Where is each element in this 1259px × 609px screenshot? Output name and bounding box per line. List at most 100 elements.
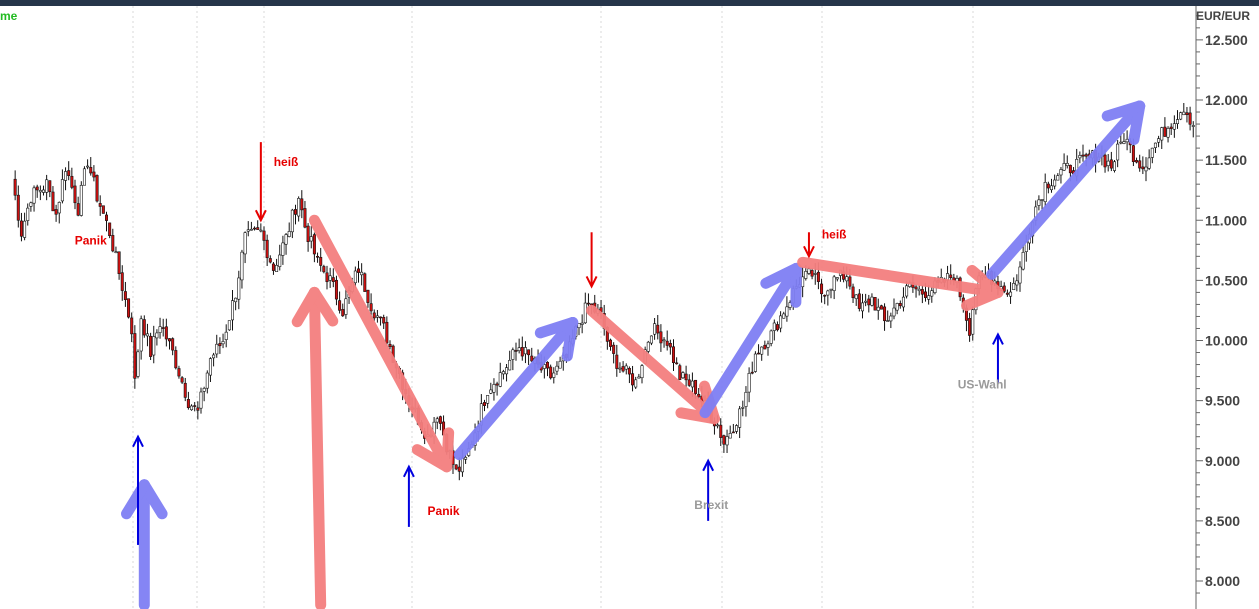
- candle-body: [804, 271, 808, 279]
- candle-body: [1078, 155, 1082, 159]
- trend-arrow-head: [441, 427, 455, 473]
- candle-body: [864, 300, 868, 303]
- trend-arrow: [121, 479, 168, 609]
- candle-body: [275, 264, 279, 272]
- candle-body: [662, 339, 666, 342]
- candle-body: [687, 379, 691, 386]
- candle-body: [760, 346, 764, 355]
- annotation-label: Brexit: [694, 498, 728, 512]
- candle-body: [1153, 142, 1157, 148]
- candle-body: [1188, 112, 1192, 125]
- candle-body: [64, 171, 68, 181]
- candle-body: [801, 276, 805, 288]
- candle-body: [1018, 266, 1022, 284]
- candle-body: [1050, 185, 1054, 191]
- candle-body: [105, 214, 109, 221]
- candle-body: [901, 296, 905, 308]
- y-tick-label: 10.500: [1205, 272, 1248, 288]
- candle-body: [193, 405, 197, 407]
- candle-body: [375, 315, 379, 318]
- candle-body: [530, 355, 534, 362]
- signal-arrow-head: [992, 332, 1004, 345]
- candle-body: [177, 368, 181, 377]
- annotation-label: Panik: [75, 233, 107, 247]
- candle-body: [883, 306, 887, 322]
- candle-body: [57, 202, 61, 214]
- candle-body: [168, 338, 172, 342]
- candle-body: [98, 203, 102, 207]
- candle-body: [1062, 163, 1066, 171]
- candle-body: [1059, 169, 1063, 176]
- trend-arrow: [986, 100, 1146, 280]
- candle-body: [202, 388, 206, 392]
- candle-body: [1021, 252, 1025, 270]
- candle-body: [353, 270, 357, 284]
- candle-body: [820, 283, 824, 295]
- candle-body: [1131, 145, 1135, 163]
- signal-arrow-head: [254, 209, 267, 223]
- candle-body: [1012, 282, 1016, 291]
- candle-body: [95, 175, 99, 202]
- candle-body: [782, 313, 786, 319]
- candle-body: [627, 367, 631, 375]
- candle-body: [29, 202, 33, 207]
- candle-body: [60, 179, 64, 202]
- candle-body: [92, 171, 96, 178]
- candle-body: [517, 347, 521, 352]
- candle-body: [930, 290, 934, 297]
- candle-body: [716, 424, 720, 427]
- signal-arrows: [132, 142, 1004, 545]
- candle-body: [492, 384, 496, 393]
- candle-body: [139, 318, 143, 352]
- candle-body: [694, 379, 698, 394]
- candle-body: [671, 346, 675, 364]
- candle-body: [612, 344, 616, 354]
- candle-body: [753, 353, 757, 372]
- trend-arrow-shaft: [586, 304, 720, 425]
- candle-body: [725, 436, 729, 446]
- candle-body: [738, 408, 742, 428]
- signal-arrow-head: [403, 464, 415, 478]
- candle-body: [316, 255, 320, 258]
- candle-body: [1157, 138, 1161, 143]
- candle-body: [1160, 127, 1164, 141]
- candle-body: [108, 222, 112, 237]
- candle-body: [813, 273, 817, 275]
- y-tick-label: 11.000: [1205, 212, 1247, 228]
- trend-arrow-head: [966, 264, 1004, 298]
- candle-body: [161, 327, 165, 329]
- candle-body: [807, 268, 811, 274]
- candle-body: [360, 271, 364, 276]
- trend-arrow-shaft: [453, 316, 579, 461]
- candle-body: [32, 187, 36, 204]
- candle-body: [35, 186, 39, 191]
- y-tick-label: 8.000: [1205, 573, 1240, 589]
- candle-body: [51, 191, 55, 212]
- candle-body: [757, 352, 761, 355]
- candle-body: [1182, 111, 1186, 116]
- candle-body: [608, 339, 612, 347]
- candle-body: [293, 209, 297, 215]
- candle-body: [297, 198, 301, 217]
- y-tick-label: 12.500: [1205, 32, 1248, 48]
- candle-body: [79, 185, 83, 216]
- candle-body: [637, 376, 641, 379]
- y-tick-label: 12.000: [1205, 92, 1248, 108]
- candle-body: [142, 319, 146, 336]
- candle-body: [750, 371, 754, 374]
- candle-body: [1043, 182, 1047, 203]
- trend-arrow-head: [1101, 100, 1146, 122]
- candle-body: [1166, 128, 1170, 138]
- candle-body: [45, 179, 49, 193]
- candle-body: [303, 208, 307, 228]
- trend-arrow-shaft: [986, 100, 1146, 280]
- candle-body: [183, 382, 187, 398]
- candle-body: [190, 405, 194, 411]
- candle-body: [917, 288, 921, 292]
- candle-body: [555, 365, 559, 372]
- candle-body: [586, 302, 590, 305]
- candle-body: [67, 170, 71, 177]
- candle-body: [498, 372, 502, 387]
- candle-body: [82, 168, 86, 186]
- candle-body: [338, 300, 342, 311]
